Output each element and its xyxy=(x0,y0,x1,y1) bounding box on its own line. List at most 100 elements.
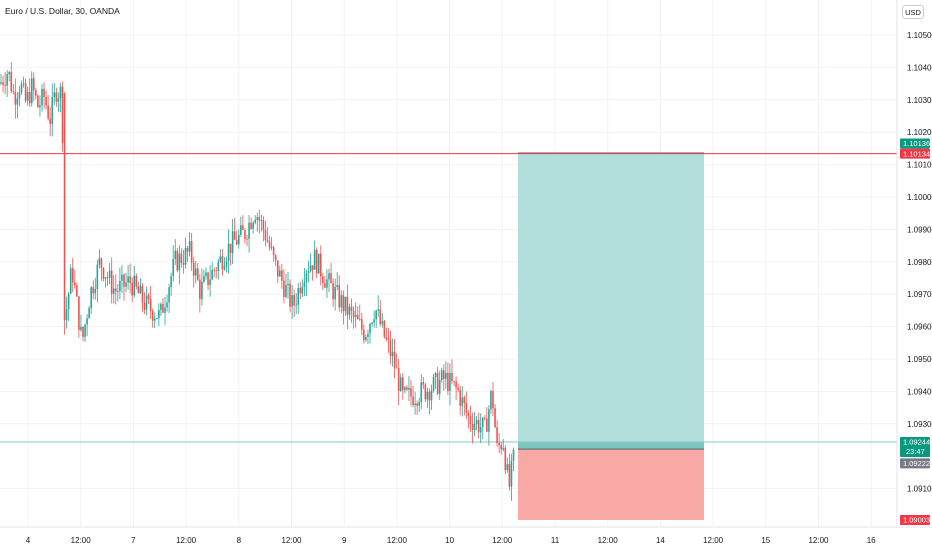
candle-up xyxy=(420,382,423,403)
candle-up xyxy=(367,333,369,338)
candle-down xyxy=(33,78,35,91)
candle-up xyxy=(256,217,259,220)
candle-up xyxy=(309,265,312,272)
candle-up xyxy=(117,291,119,292)
x-tick-label: 12:00 xyxy=(703,536,724,545)
x-tick-label: 12:00 xyxy=(492,536,513,545)
candle-down xyxy=(397,368,400,391)
x-tick-label: 11 xyxy=(551,536,560,545)
candle-up xyxy=(90,287,92,309)
candle-up xyxy=(391,351,394,357)
candle-up xyxy=(475,419,478,424)
x-tick-label: 12:00 xyxy=(808,536,829,545)
candle-up xyxy=(0,82,2,84)
candle-up xyxy=(481,417,484,428)
loss-zone[interactable] xyxy=(518,449,704,521)
currency-button[interactable]: USD xyxy=(902,5,924,19)
candle-up xyxy=(104,277,107,279)
candle-up xyxy=(205,272,207,277)
candle-up xyxy=(279,270,281,277)
candle-down xyxy=(135,275,138,287)
candle-down xyxy=(244,230,246,239)
candle-up xyxy=(227,243,230,261)
candle-down xyxy=(332,283,334,300)
x-tick-label: 9 xyxy=(342,536,347,545)
candle-down xyxy=(123,274,125,287)
target-line-price-tag-bg xyxy=(900,148,930,159)
candle-down xyxy=(115,288,117,292)
time-scale[interactable]: 4 12:00 7 12:00 8 12:00 9 12:00 10 12:00 11 12:00 14… xyxy=(26,536,876,545)
candle-down xyxy=(12,91,15,93)
candle-up xyxy=(22,83,25,85)
position-tool[interactable] xyxy=(518,152,704,521)
candle-up xyxy=(260,220,263,221)
candle-down xyxy=(358,319,361,320)
candle-down xyxy=(47,105,49,119)
candle-up xyxy=(219,256,222,262)
candle-down xyxy=(342,295,345,312)
symbol-title[interactable]: Euro / U.S. Dollar, 30, OANDA xyxy=(5,6,120,16)
candle-up xyxy=(178,253,181,271)
price-scale[interactable]: 1.10500 1.10400 1.10300 1.10200 1.10100 1.100… xyxy=(907,31,932,494)
candle-down xyxy=(463,397,466,404)
profit-zone[interactable] xyxy=(518,152,704,450)
candle-up xyxy=(145,295,148,310)
candle-down xyxy=(457,387,459,391)
candle-up xyxy=(404,387,406,391)
candle-up xyxy=(369,324,371,334)
candle-down xyxy=(504,447,507,471)
candle-up xyxy=(240,225,242,235)
candle-down xyxy=(258,217,261,221)
candle-up xyxy=(156,318,158,320)
candle-up xyxy=(438,379,441,394)
candle-up xyxy=(168,287,170,303)
candle-up xyxy=(291,295,293,307)
y-tick-label: 1.09600 xyxy=(907,323,932,332)
candle-up xyxy=(502,447,505,450)
candle-down xyxy=(71,268,74,283)
candle-down xyxy=(186,247,189,252)
candle-up xyxy=(295,304,297,306)
y-tick-label: 1.10400 xyxy=(907,63,932,72)
candle-up xyxy=(86,318,88,325)
candle-down xyxy=(61,86,64,144)
candle-down xyxy=(385,336,388,339)
x-tick-label: 14 xyxy=(656,536,665,545)
candle-up xyxy=(301,286,304,294)
candle-up xyxy=(326,279,328,288)
x-tick-label: 16 xyxy=(867,536,876,545)
candle-down xyxy=(190,241,193,263)
candle-up xyxy=(252,222,254,229)
candle-down xyxy=(412,396,414,406)
candle-down xyxy=(422,382,425,385)
candle-up xyxy=(53,92,56,97)
candle-down xyxy=(182,263,185,265)
candle-down xyxy=(402,377,404,391)
candle-down xyxy=(131,282,133,296)
candle-down xyxy=(289,283,291,307)
candle-up xyxy=(67,293,70,310)
candle-down xyxy=(416,403,418,406)
candle-down xyxy=(494,408,496,428)
candle-up xyxy=(303,282,306,287)
candle-up xyxy=(336,285,338,288)
stop-price-tag: 1.09003 xyxy=(903,516,930,525)
candle-down xyxy=(492,391,494,409)
x-tick-label: 12:00 xyxy=(387,536,408,545)
candle-up xyxy=(96,264,99,289)
candle-up xyxy=(408,387,410,390)
candle-down xyxy=(229,243,232,254)
candle-down xyxy=(264,229,267,241)
x-tick-label: 8 xyxy=(237,536,242,545)
candle-down xyxy=(176,250,179,271)
candle-down xyxy=(352,310,355,317)
candle-up xyxy=(153,318,156,321)
x-tick-label: 7 xyxy=(131,536,136,545)
candle-down xyxy=(500,445,502,450)
candle-up xyxy=(170,276,172,288)
candle-up xyxy=(127,276,129,283)
candle-down xyxy=(28,91,31,104)
candle-up xyxy=(305,272,308,283)
candle-up xyxy=(313,249,316,270)
